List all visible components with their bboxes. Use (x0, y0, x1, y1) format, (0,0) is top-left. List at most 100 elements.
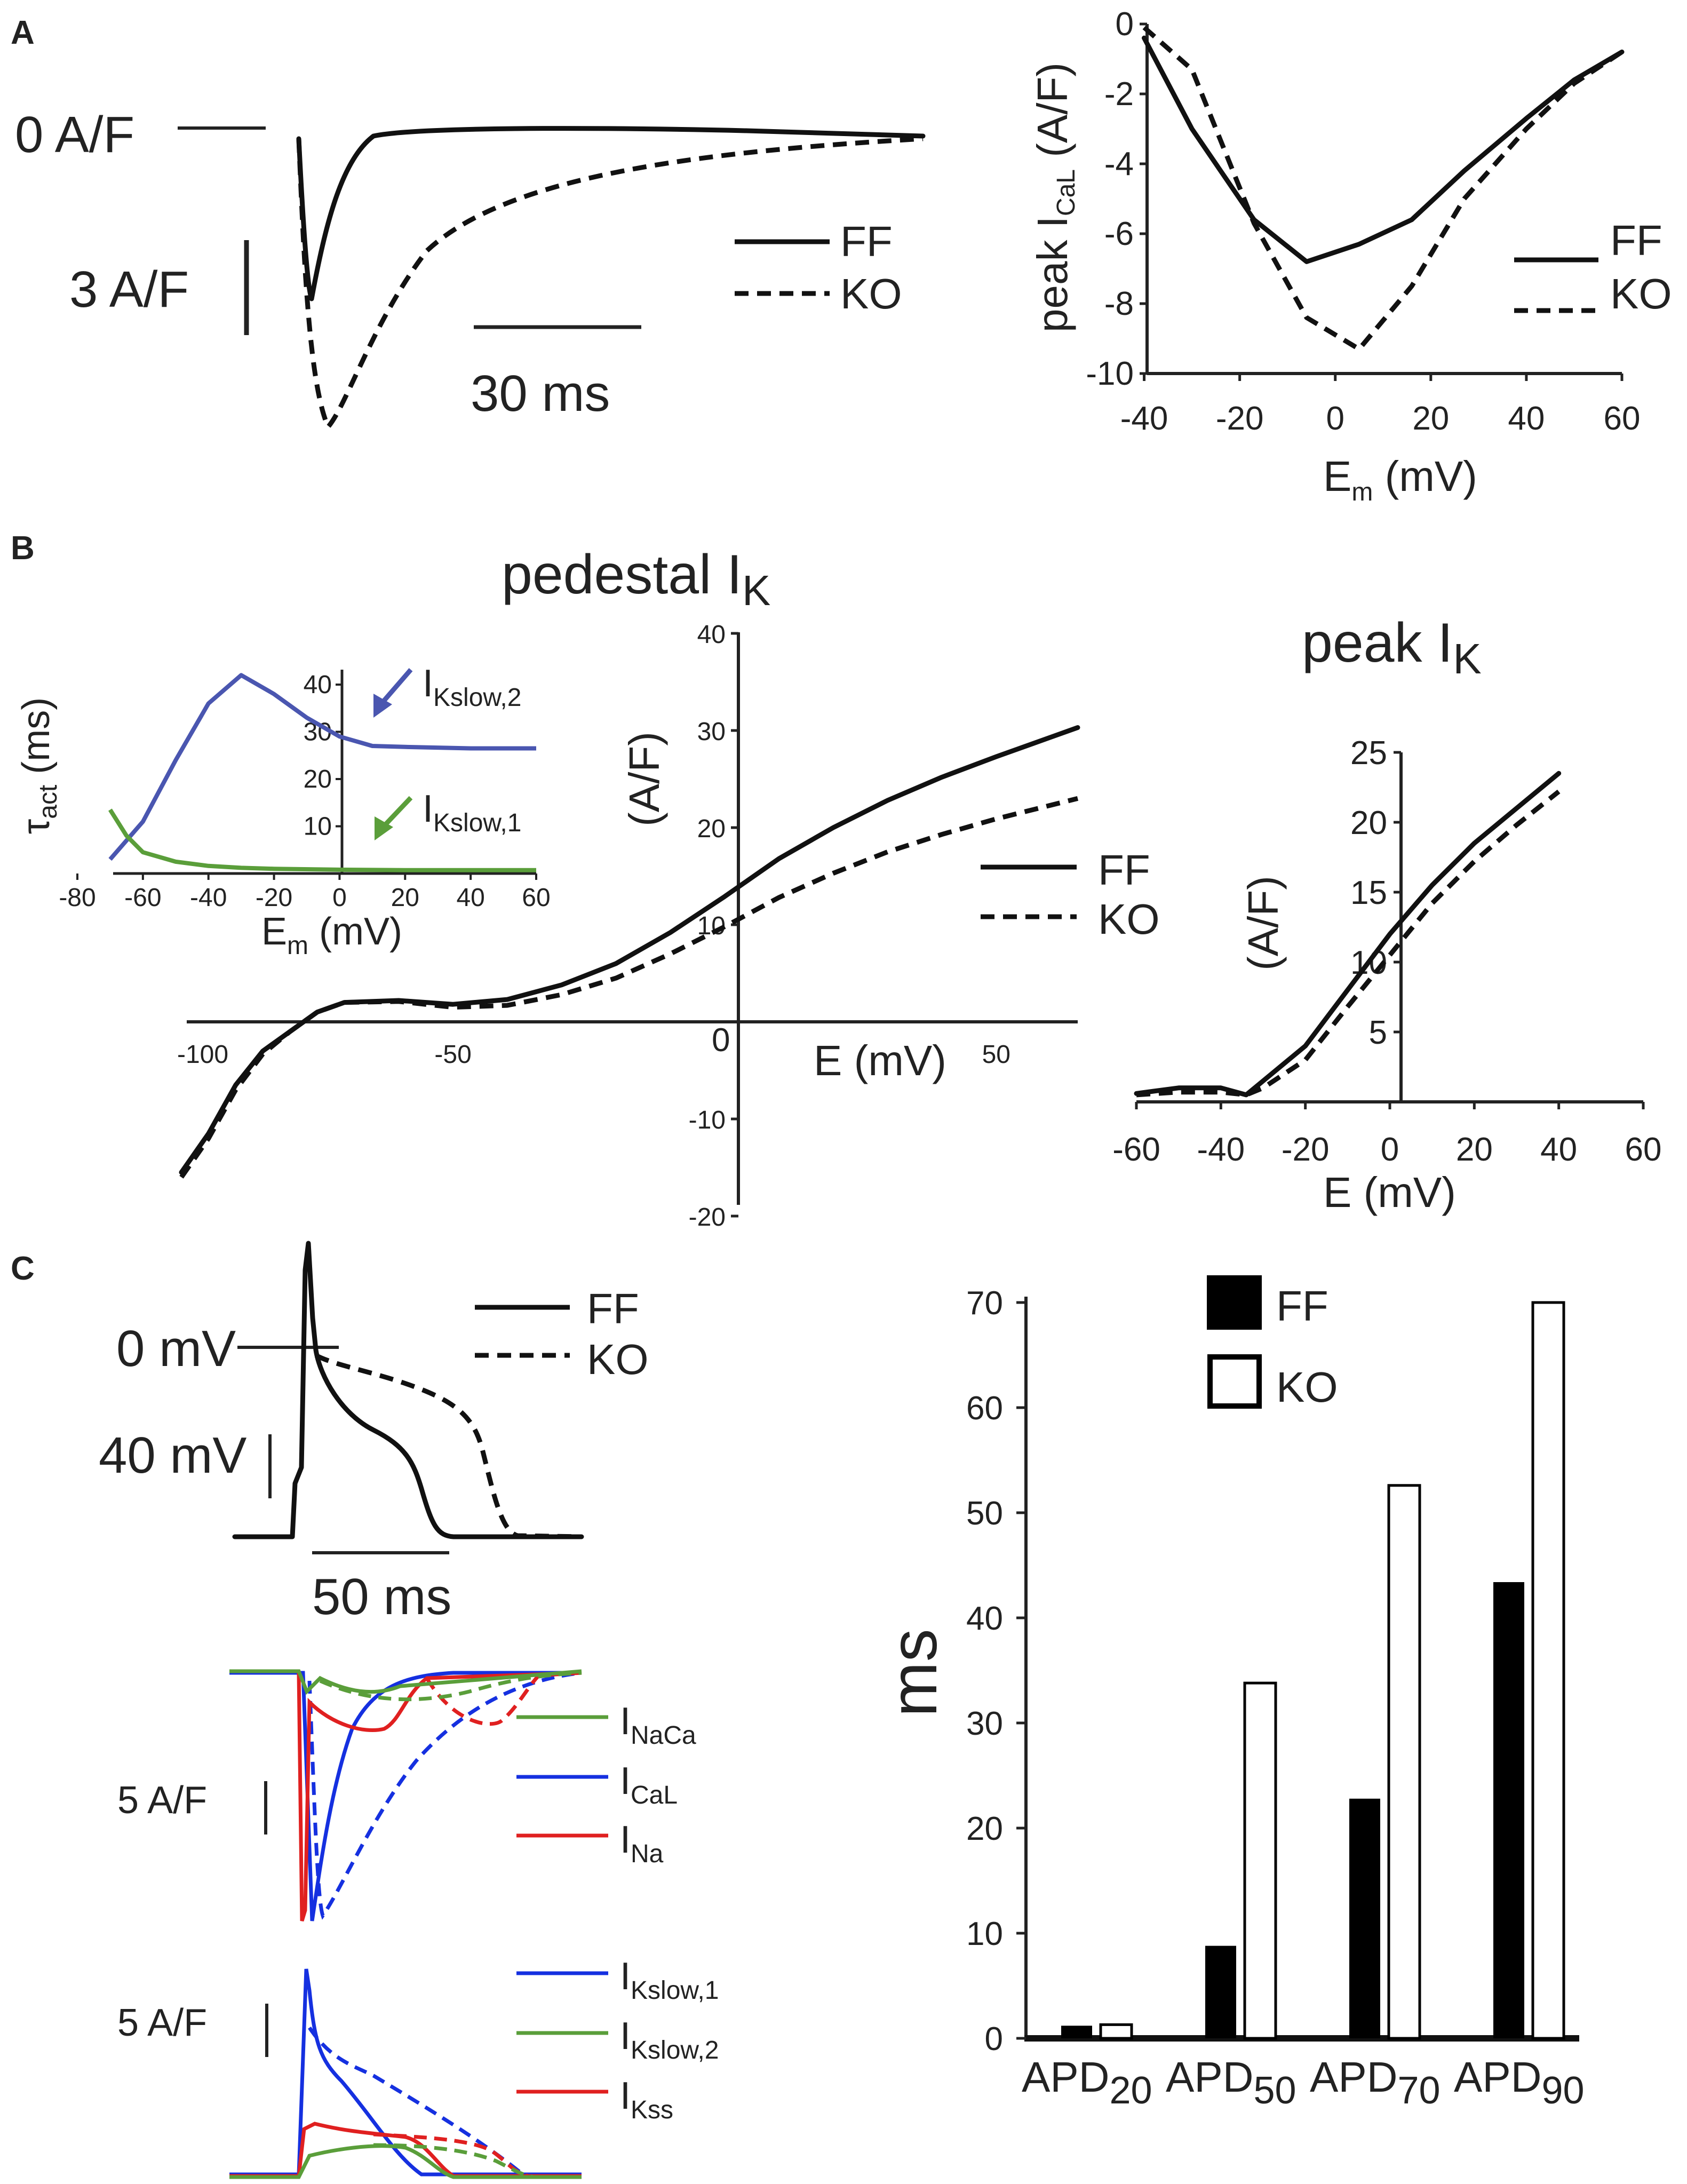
b-pedestal-ytick-label: -20 (689, 1203, 726, 1232)
c-zero-label: 0 mV (116, 1320, 236, 1377)
c-bar-ytick-label: 20 (966, 1810, 1003, 1847)
b-peak-xtick-label: 60 (1625, 1131, 1662, 1168)
b-pedestal-ytick-label: 20 (697, 815, 726, 843)
b-pedestal-ytick-label: -10 (689, 1106, 726, 1134)
a-iv-line-ff (1142, 35, 1625, 264)
c-bar-ytick-label: 40 (966, 1600, 1003, 1637)
b-pedestal-ytick-label: 40 (697, 621, 726, 649)
b-inset-arrowhead-kslow2 (373, 694, 392, 718)
b-peak-xtick-label: -20 (1282, 1131, 1330, 1168)
c-bar-ytick-label: 0 (985, 2021, 1003, 2058)
b-pedestal-ik-chart: pedestal IK -20 -10 10 20 30 40 -100 -50 50 0 E… (177, 544, 1160, 1232)
c-trace-ina-ko (425, 1671, 582, 1726)
c-bar-ff-20 (1061, 2026, 1092, 2038)
a-trace-ff (296, 126, 926, 301)
c-bar-xlabel: APD90 (1454, 2053, 1585, 2112)
a-iv-ytick-label: -2 (1104, 76, 1134, 113)
b-inset-xtick-label: -80 (59, 884, 96, 912)
b-pedestal-xtick-label: -100 (177, 1041, 228, 1069)
c-trace-inaca-ko (319, 1671, 582, 1702)
b-inset-ylabel: τact (ms) (15, 697, 62, 834)
a-zero-label: 0 A/F (15, 106, 134, 163)
b-inset-annotation-kslow2: IKslow,2 (423, 662, 521, 712)
c-ap-ff (232, 1241, 584, 1539)
c-bar-ko-20 (1099, 2023, 1133, 2040)
b-peak-ylabel: (A/F) (1239, 876, 1287, 971)
b-legend-ff-label: FF (1098, 846, 1150, 894)
c-bar-ff-50 (1205, 1945, 1236, 2038)
b-peak-line-ko (1136, 789, 1561, 1098)
b-inset-xlabel: Em (mV) (261, 910, 402, 960)
c-bar-ko-70 (1387, 1484, 1421, 2040)
a-trace-ko (296, 136, 924, 430)
a-iv-ytick-label: -10 (1086, 355, 1134, 392)
b-inset-annotation-kslow1: IKslow,1 (423, 788, 521, 837)
a-iv-xtick-label: 60 (1604, 400, 1641, 437)
b-legend-ko-label: KO (1098, 895, 1160, 943)
b-inset-xtick-label: 20 (391, 884, 419, 912)
c-bar-ylabel: ms (877, 1629, 951, 1717)
c-scale-v-label: 40 mV (99, 1427, 246, 1484)
b-inset-line-kslow1 (108, 808, 536, 872)
c-scale-t-label: 50 ms (312, 1568, 451, 1625)
c-bar-ko-50 (1243, 1681, 1277, 2040)
c-bar-ytick-label: 10 (966, 1916, 1003, 1952)
b-inset-xtick-label: 60 (522, 884, 550, 912)
b-inset-arrow-kslow2 (378, 668, 413, 707)
a-iv-xtick-label: -20 (1216, 400, 1264, 437)
c-action-potential-group: 0 mV 40 mV 50 ms FF KO (99, 1241, 649, 1625)
c-legend-inaca-label: INaCa (620, 1700, 696, 1750)
a-iv-ytick-label: -8 (1104, 285, 1134, 322)
b-inset-ytick-label: 10 (304, 813, 332, 841)
c-bar-ff-90 (1493, 1582, 1524, 2038)
a-legend-ko-label: KO (840, 270, 902, 317)
c-legend-kslow1-label: IKslow,1 (620, 1955, 719, 2005)
c-legend-ff-label: FF (587, 1285, 639, 1332)
a-iv-ytick-label: 0 (1116, 6, 1134, 43)
b-pedestal-xlabel: E (mV) (814, 1037, 946, 1084)
c-bar-xlabel: APD50 (1166, 2053, 1296, 2112)
c-bar-legend-ff-label: FF (1276, 1282, 1328, 1330)
a-iv-ytick-label: -4 (1104, 146, 1134, 182)
c-bar-legend-ko-label: KO (1276, 1363, 1338, 1411)
b-pedestal-xtick-label: -50 (434, 1041, 471, 1069)
a-iv-legend-ko-label: KO (1610, 270, 1672, 317)
c-legend-kslow2-label: IKslow,2 (620, 2015, 719, 2064)
c-bar-ko-90 (1531, 1301, 1565, 2040)
b-inset-xtick-label: -60 (124, 884, 161, 912)
a-peak-ical-chart: 0 -2 -4 -6 -8 -10 -40 -20 0 20 40 60 peak ICaL (A/… (1029, 6, 1672, 506)
b-peak-xtick-label: 20 (1456, 1131, 1493, 1168)
b-pedestal-ytick-label: 30 (697, 718, 726, 746)
c-trace-kslow2-ko (373, 2143, 534, 2179)
c-legend-kss-label: IKss (620, 2075, 673, 2124)
c-bar-xlabel: APD20 (1022, 2053, 1152, 2112)
c-legend-ko-label: KO (587, 1336, 649, 1383)
b-inset-arrowhead-kslow1 (375, 816, 393, 840)
c-outward-currents-group: 5 A/F IKslow,1 IKslow,2 IKss (117, 1955, 719, 2179)
b-pedestal-line-ko (179, 796, 1079, 1179)
c-trace-ina-ff (297, 1671, 582, 1922)
b-inset-xtick-label: 40 (456, 884, 484, 912)
c-inward-currents-group: 5 A/F INaCa ICaL INa (117, 1669, 696, 1922)
b-peak-xlabel: E (mV) (1323, 1169, 1456, 1216)
a-iv-xtick-label: 20 (1412, 400, 1449, 437)
panel-label-b: B (11, 530, 35, 567)
b-inset-xtick-label: -20 (256, 884, 292, 912)
a-iv-xtick-label: 0 (1326, 400, 1344, 437)
a-ical-trace-group: 0 A/F 3 A/F 30 ms FF KO (15, 106, 926, 430)
c-trace-kss-ko (373, 2132, 529, 2178)
panel-label-c: C (11, 1250, 35, 1287)
b-inset-line-kslow2 (108, 673, 536, 861)
c-trace-ical-ko (307, 1671, 582, 1920)
a-iv-ylabel: peak ICaL (A/F) (1029, 62, 1080, 332)
b-inset-ytick-label: 20 (304, 765, 332, 793)
c-outward-scale-label: 5 A/F (117, 2002, 207, 2044)
c-bar-xlabel: APD70 (1310, 2053, 1441, 2112)
b-peak-ytick-label: 20 (1350, 805, 1387, 841)
a-iv-xtick-label: -40 (1120, 400, 1168, 437)
b-peak-xtick-label: -40 (1197, 1131, 1245, 1168)
c-bar-ytick-label: 60 (966, 1390, 1003, 1427)
c-legend-ical-label: ICaL (620, 1760, 678, 1809)
